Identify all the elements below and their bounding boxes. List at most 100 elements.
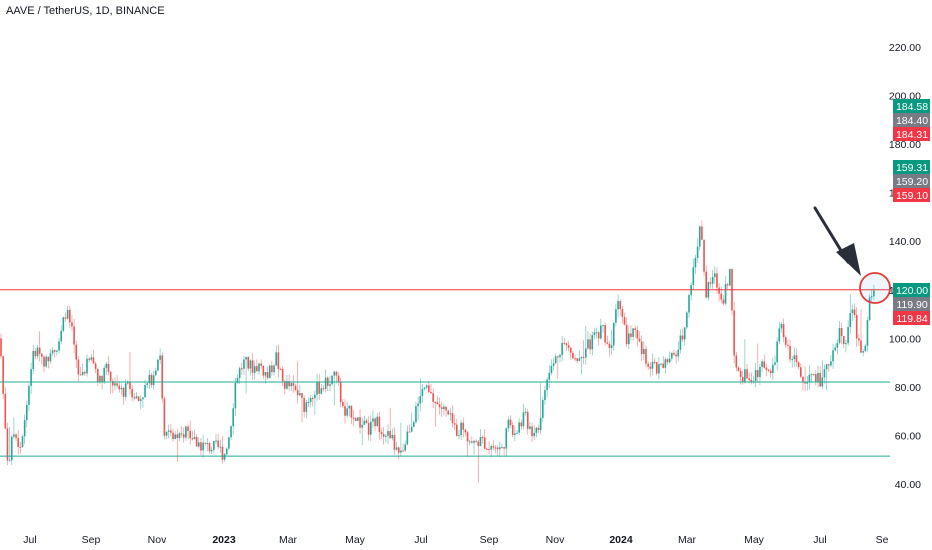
- y-tick-label: 140.00: [889, 236, 921, 248]
- annotation-layer: [813, 206, 891, 304]
- candle-body: [739, 370, 742, 377]
- chart-title: AAVE / TetherUS, 1D, BINANCE: [6, 5, 165, 17]
- candle-body: [767, 369, 770, 371]
- candle-body: [866, 320, 869, 346]
- candle-body: [311, 397, 314, 399]
- candle-body: [47, 356, 50, 362]
- candle-body: [507, 419, 510, 429]
- candle-body: [176, 434, 179, 439]
- candle-body: [696, 246, 699, 258]
- candle-body: [268, 365, 271, 378]
- candle-body: [744, 369, 746, 383]
- candle-body: [90, 357, 93, 360]
- candle-body: [479, 436, 482, 447]
- candle-body: [843, 336, 845, 344]
- candle-body: [200, 442, 202, 451]
- candle-body: [569, 347, 572, 353]
- candle-body: [206, 443, 209, 445]
- annotation-highlight-circle[interactable]: [859, 272, 891, 304]
- price-badge: [893, 160, 930, 174]
- y-tick-label: 220.00: [889, 42, 921, 54]
- candle-body: [845, 343, 847, 345]
- candle-body: [636, 330, 639, 339]
- candle-body: [350, 405, 353, 418]
- candle-body: [34, 350, 37, 357]
- candle-body: [526, 411, 529, 429]
- candle-body: [195, 437, 198, 447]
- candle-body: [152, 375, 155, 386]
- candle-body: [617, 301, 619, 310]
- candle-body: [129, 382, 131, 390]
- price-badge-label: 159.10: [896, 190, 928, 202]
- candle-body: [735, 355, 738, 368]
- candle-body: [66, 309, 69, 319]
- candle-body: [612, 322, 615, 346]
- candle-body: [873, 290, 875, 297]
- candle-body: [221, 446, 224, 460]
- candle-body: [4, 393, 7, 429]
- candle-body: [759, 367, 761, 378]
- candle-body: [69, 309, 71, 323]
- price-badge-label: 119.84: [896, 313, 927, 325]
- candle-body: [765, 367, 768, 370]
- candle-body: [671, 352, 673, 359]
- candle-body: [103, 367, 105, 383]
- candle-body: [724, 284, 727, 304]
- x-tick-label: Mar: [678, 534, 697, 546]
- candle-body: [694, 257, 697, 268]
- candle-body: [191, 438, 194, 440]
- candle-body: [741, 376, 744, 383]
- candle-body: [737, 367, 740, 371]
- candle-body: [404, 444, 406, 451]
- candle-body: [546, 379, 548, 391]
- candle-body: [606, 342, 609, 344]
- candle-body: [266, 371, 269, 378]
- candle-body: [238, 368, 241, 379]
- candle-body: [15, 434, 17, 439]
- candle-body: [146, 383, 148, 385]
- candle-body: [382, 433, 385, 437]
- candle-body: [554, 356, 557, 364]
- candle-body: [423, 387, 426, 389]
- price-badge-label: 184.40: [896, 115, 928, 127]
- candle-body: [247, 356, 250, 369]
- price-badge: [893, 297, 930, 311]
- candle-body: [453, 423, 456, 425]
- candle-body: [664, 359, 667, 368]
- candle-body: [13, 434, 15, 437]
- candle-body: [757, 370, 759, 378]
- candle-body: [96, 368, 99, 383]
- candle-body: [677, 349, 680, 357]
- candle-body: [170, 430, 172, 433]
- candle-body: [333, 371, 336, 376]
- candle-body: [86, 358, 88, 374]
- candle-body: [649, 366, 652, 369]
- candle-body: [804, 381, 806, 384]
- candle-body: [748, 378, 750, 381]
- candle-body: [84, 371, 86, 374]
- annotation-arrow-head[interactable]: [836, 243, 861, 276]
- candle-body: [823, 369, 826, 378]
- candle-body: [17, 438, 19, 447]
- candle-body: [391, 435, 394, 439]
- candle-body: [787, 344, 789, 346]
- candle-body: [726, 284, 729, 286]
- candle-body: [415, 406, 417, 423]
- candle-body: [413, 422, 415, 427]
- candle-body: [451, 413, 454, 424]
- candle-body: [533, 432, 535, 437]
- candle-body: [19, 446, 22, 448]
- candle-body: [761, 361, 763, 368]
- candle-body: [589, 339, 591, 350]
- candle-body: [535, 427, 538, 433]
- candle-body: [225, 448, 228, 455]
- candle-body: [187, 426, 189, 431]
- candle-body: [628, 333, 630, 345]
- candle-body: [662, 363, 664, 368]
- candle-body: [490, 446, 492, 450]
- candle-body: [836, 342, 839, 348]
- candle-body: [705, 271, 707, 298]
- candle-body: [243, 359, 245, 369]
- candle-body: [256, 366, 258, 372]
